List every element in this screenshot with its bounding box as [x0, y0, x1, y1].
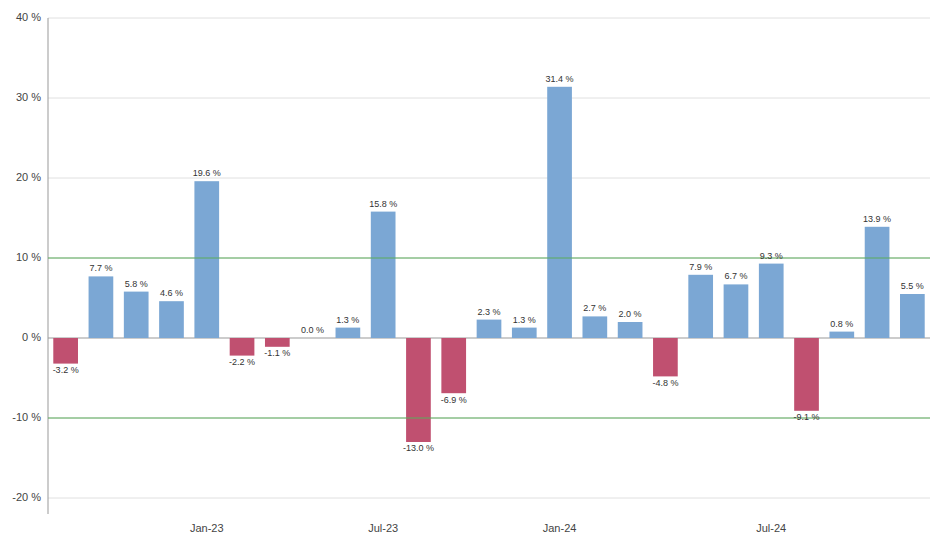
bar: [194, 181, 219, 338]
data-label: -3.2 %: [53, 365, 79, 375]
y-tick-label: 0 %: [22, 331, 41, 343]
data-label: -2.2 %: [229, 357, 255, 367]
bar: [829, 332, 854, 338]
bar: [865, 227, 890, 338]
grid-line: [48, 18, 930, 19]
y-tick-label: 20 %: [16, 171, 41, 183]
bar: [688, 275, 713, 338]
bar: [512, 328, 537, 338]
data-label: -4.8 %: [652, 378, 678, 388]
data-label: -13.0 %: [403, 443, 434, 453]
y-axis: -20 % -10 % 0 % 10 % 20 % 30 % 40 %: [12, 11, 48, 514]
bar: [477, 320, 502, 338]
data-label: 4.6 %: [160, 288, 183, 298]
bar: [441, 338, 466, 393]
data-label: -6.9 %: [441, 395, 467, 405]
y-tick-label: 40 %: [16, 11, 41, 23]
data-label: 2.7 %: [583, 303, 606, 313]
bar: [89, 276, 114, 338]
grid-line: [48, 98, 930, 99]
grid-line: [48, 178, 930, 179]
bar: [336, 328, 361, 338]
chart: -20 % -10 % 0 % 10 % 20 % 30 % 40 % -3.2 % 7.7 %…: [0, 0, 940, 550]
y-axis-line: [48, 18, 49, 514]
bar: [547, 87, 572, 338]
bar: [724, 284, 749, 338]
x-tick-label: Jul-24: [756, 522, 786, 534]
bar: [265, 338, 290, 347]
data-label: 13.9 %: [863, 214, 891, 224]
data-label: 9.3 %: [760, 251, 783, 261]
data-label: -1.1 %: [264, 348, 290, 358]
y-tick-label: 30 %: [16, 91, 41, 103]
bar: [300, 338, 325, 339]
y-tick-label: -10 %: [12, 411, 41, 423]
y-tick-label: -20 %: [12, 491, 41, 503]
x-tick-label: Jan-24: [543, 522, 577, 534]
x-axis: Jan-23 Jul-23 Jan-24 Jul-24: [190, 522, 786, 534]
bar: [406, 338, 431, 442]
bar: [759, 264, 784, 338]
data-label: 6.7 %: [724, 271, 747, 281]
data-label: 1.3 %: [336, 315, 359, 325]
bar: [900, 294, 925, 338]
reference-lines: [48, 258, 930, 418]
data-label: 1.3 %: [513, 315, 536, 325]
bar: [53, 338, 78, 364]
bars: [53, 87, 924, 442]
x-tick-label: Jan-23: [190, 522, 224, 534]
data-labels: -3.2 % 7.7 % 5.8 % 4.6 % 19.6 % -2.2 % -1.1 % 0…: [53, 74, 924, 454]
data-label: -9.1 %: [794, 412, 820, 422]
data-label: 7.7 %: [89, 263, 112, 273]
bar: [794, 338, 819, 411]
bar: [159, 301, 184, 338]
data-label: 31.4 %: [546, 74, 574, 84]
data-label: 7.9 %: [689, 262, 712, 272]
grid: [48, 18, 930, 498]
bar: [582, 316, 607, 338]
data-label: 0.8 %: [830, 319, 853, 329]
data-label: 19.6 %: [193, 168, 221, 178]
data-label: 2.0 %: [619, 309, 642, 319]
y-tick-label: 10 %: [16, 251, 41, 263]
grid-line: [48, 258, 930, 259]
data-label: 0.0 %: [301, 325, 324, 335]
bar: [371, 212, 396, 338]
x-tick-label: Jul-23: [368, 522, 398, 534]
grid-line: [48, 498, 930, 499]
reference-line: [48, 257, 930, 258]
bar: [653, 338, 678, 376]
data-label: 5.5 %: [901, 281, 924, 291]
bar: [124, 292, 149, 338]
bar: [230, 338, 255, 356]
data-label: 15.8 %: [369, 199, 397, 209]
data-label: 5.8 %: [125, 279, 148, 289]
bar: [618, 322, 643, 338]
data-label: 2.3 %: [477, 307, 500, 317]
